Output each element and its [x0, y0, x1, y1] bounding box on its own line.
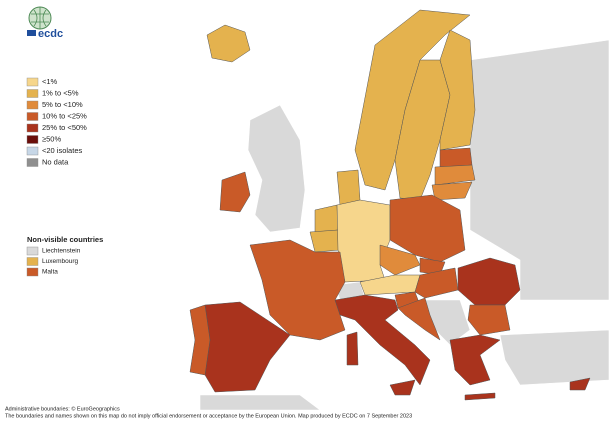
poland: [389, 194, 466, 263]
logo-text: ecdc: [38, 28, 63, 40]
hungary: [414, 267, 459, 299]
germany: [336, 199, 391, 283]
legend-swatch: [26, 123, 39, 133]
denmark: [336, 169, 361, 206]
legend-swatch: [26, 158, 39, 167]
bulgaria: [467, 304, 511, 336]
portugal: [189, 304, 211, 376]
legend: <1% 1% to <5% 5% to <10% 10% to <25% 25% to …: [26, 77, 103, 277]
romania: [457, 257, 521, 306]
countries: [189, 9, 591, 401]
crete: [464, 392, 496, 401]
latvia: [434, 164, 476, 186]
footer-line: The boundaries and names shown on this m…: [5, 413, 412, 419]
sardinia: [346, 331, 359, 366]
africa: [199, 394, 321, 411]
ireland: [219, 171, 251, 213]
legend-label: <20 isolates: [42, 146, 82, 155]
logo-grid: [31, 7, 49, 29]
legend-swatch: [26, 89, 39, 98]
logo: ecdc: [27, 6, 63, 40]
greece: [449, 334, 501, 386]
uk: [247, 104, 306, 233]
legend-label: <1%: [42, 77, 58, 86]
cyprus: [569, 377, 591, 391]
czechia: [379, 244, 421, 276]
italy: [334, 294, 431, 386]
finland: [439, 29, 476, 151]
legend-swatch: [26, 257, 39, 266]
legend-swatch: [26, 135, 39, 144]
logo-flag: [27, 30, 36, 36]
estonia: [439, 147, 473, 168]
legend-label: 25% to <50%: [42, 123, 87, 132]
legend-swatch: [26, 246, 39, 256]
legend-swatch: [26, 267, 39, 277]
legend-label: No data: [42, 157, 69, 166]
legend-label: 10% to <25%: [42, 111, 87, 120]
legend-label: 5% to <10%: [42, 100, 83, 109]
legend-swatch: [26, 100, 39, 110]
turkey: [499, 329, 609, 386]
iceland: [206, 24, 251, 63]
lithuania: [431, 181, 473, 201]
belgium: [309, 229, 341, 253]
non-visible-title: Non-visible countries: [27, 235, 103, 244]
non-eu-land: [199, 39, 609, 411]
legend-swatch: [26, 146, 39, 156]
legend-label: ≥50%: [42, 134, 61, 143]
legend-label: Luxembourg: [42, 258, 79, 265]
legend-swatch: [26, 112, 39, 121]
legend-swatch: [26, 77, 39, 87]
legend-label: Liechtenstein: [42, 248, 81, 255]
croatia: [397, 297, 441, 341]
sicily: [389, 379, 416, 396]
footer-line: Administrative boundaries: © EuroGeograp…: [5, 405, 120, 412]
netherlands: [314, 204, 339, 233]
legend-label: 1% to <5%: [42, 88, 79, 97]
legend-label: Malta: [42, 269, 58, 276]
sweden: [394, 59, 451, 201]
